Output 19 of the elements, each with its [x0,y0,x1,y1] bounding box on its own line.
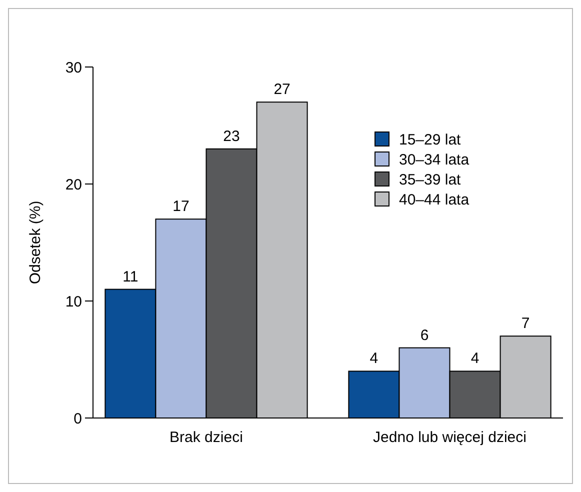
x-tick-label: Brak dzieci [170,429,243,446]
y-tick-label: 0 [74,410,82,428]
legend-label: 35–39 lat [399,171,462,188]
y-tick-label: 30 [65,59,82,76]
legend-label: 40–44 lata [399,191,470,208]
legend-label: 15–29 lat [399,131,462,148]
data-label: 4 [370,350,378,368]
data-label: 7 [521,315,530,332]
x-tick-label: Jedno lub więcej dzieci [373,429,526,446]
data-label: 23 [223,128,240,145]
data-label: 6 [420,326,429,344]
data-label: 17 [172,198,190,216]
data-label: 11 [122,268,138,286]
data-label: 27 [274,81,290,98]
y-axis-title: Odsetek (%) [27,200,44,284]
legend-label: 30–34 lata [399,151,470,168]
data-label: 4 [470,350,480,368]
y-tick-label: 10 [65,293,82,310]
y-tick-label: 20 [65,176,82,194]
